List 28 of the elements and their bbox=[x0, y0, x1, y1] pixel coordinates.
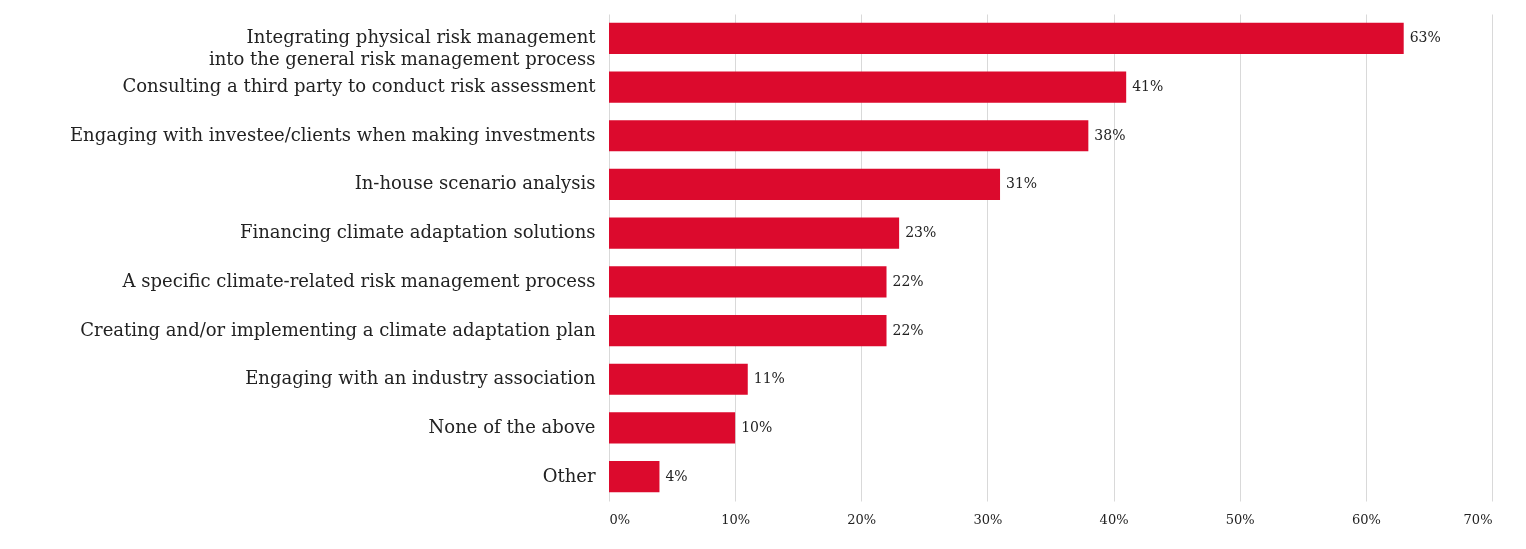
y-tick-label: A specific climate-related risk management process bbox=[121, 269, 596, 291]
x-tick-label: 70% bbox=[1463, 511, 1493, 527]
x-tick-label: 20% bbox=[847, 511, 877, 527]
y-tick-label: Financing climate adaptation solutions bbox=[239, 221, 596, 243]
x-tick-label: 60% bbox=[1351, 511, 1381, 527]
y-tick-label: Creating and/or implementing a climate adaptation plan bbox=[80, 318, 596, 340]
data-label: 10% bbox=[741, 418, 773, 435]
data-label: 41% bbox=[1132, 78, 1164, 95]
data-label: 11% bbox=[753, 370, 785, 387]
data-label: 38% bbox=[1094, 126, 1126, 143]
data-label: 4% bbox=[665, 467, 688, 484]
data-label: 31% bbox=[1006, 175, 1038, 192]
y-tick-label: None of the above bbox=[428, 415, 596, 437]
x-tick-label: 40% bbox=[1099, 511, 1129, 527]
y-tick-label: Other bbox=[542, 464, 596, 486]
y-tick-label: Engaging with investee/clients when making investments bbox=[69, 123, 596, 145]
y-tick-label: Integrating physical risk management into the general risk management process bbox=[208, 26, 597, 70]
x-tick-label: 50% bbox=[1225, 511, 1255, 527]
y-tick-label: In-house scenario analysis bbox=[354, 172, 596, 194]
x-tick-label: 10% bbox=[721, 511, 751, 527]
x-tick-label: 30% bbox=[973, 511, 1003, 527]
data-label: 63% bbox=[1409, 29, 1441, 46]
x-tick-label: 0% bbox=[609, 511, 631, 527]
data-label: 23% bbox=[905, 224, 937, 241]
data-label: 22% bbox=[892, 321, 924, 338]
data-label: 22% bbox=[892, 272, 924, 289]
y-tick-label: Engaging with an industry association bbox=[245, 367, 596, 389]
y-tick-label: Consulting a third party to conduct risk assessment bbox=[122, 75, 597, 97]
